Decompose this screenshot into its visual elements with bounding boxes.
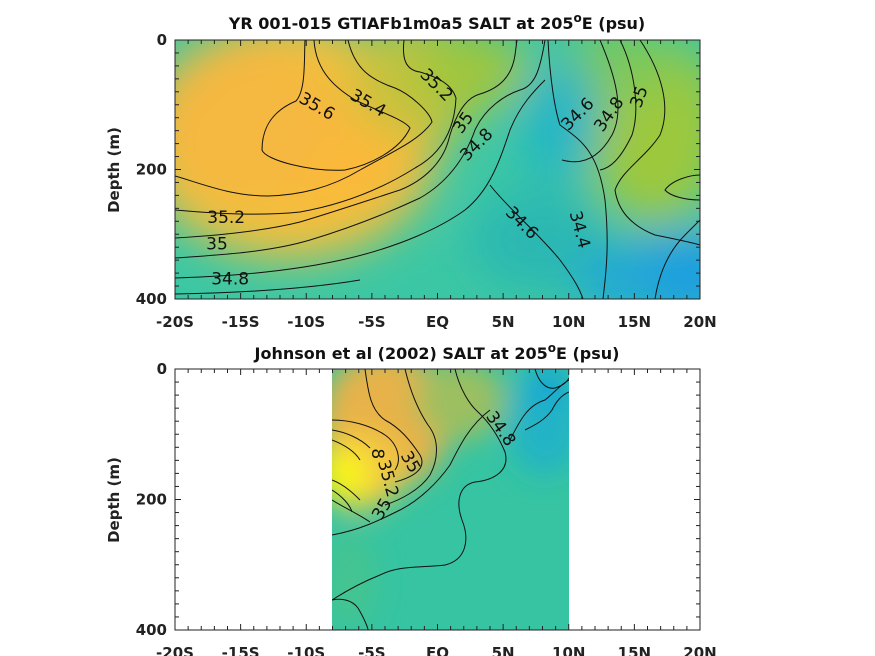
top-contour-label: 35.2	[207, 208, 245, 228]
top-x-tick-label: -20S	[156, 313, 194, 331]
bottom-y-tick-label: 0	[157, 360, 167, 378]
top-salinity-field	[175, 40, 700, 299]
top-y-tick-label: 400	[136, 290, 167, 308]
bottom-salinity-field	[332, 369, 569, 630]
top-y-tick-label: 200	[136, 161, 167, 179]
top-y-axis-label: Depth (m)	[105, 127, 123, 213]
top-x-tick-label: 10N	[552, 313, 585, 331]
bottom-x-tick-label: -10S	[287, 644, 325, 656]
bottom-x-tick-label: 10N	[552, 644, 585, 656]
bottom-y-tick-label: 200	[136, 491, 167, 509]
top-x-tick-label: 5N	[492, 313, 515, 331]
top-contour-label: 34.8	[211, 270, 249, 290]
bottom-x-tick-label: EQ	[426, 644, 449, 656]
bottom-panel: Johnson et al (2002) SALT at 205oE (psu)	[105, 341, 717, 656]
bottom-x-tick-label: 5N	[492, 644, 515, 656]
top-panel: YR 001-015 GTIAFb1m0a5 SALT at 205oE (ps…	[105, 11, 717, 331]
top-x-tick-label: -10S	[287, 313, 325, 331]
top-contour-lines	[175, 40, 700, 299]
bottom-contour-label: 8	[367, 448, 387, 459]
top-x-tick-label: -15S	[222, 313, 260, 331]
bottom-y-tick-label: 400	[136, 621, 167, 639]
bottom-title: Johnson et al (2002) SALT at 205oE (psu)	[254, 341, 620, 363]
bottom-x-tick-label: -15S	[222, 644, 260, 656]
top-x-tick-label: 15N	[618, 313, 651, 331]
bottom-x-tick-label: -20S	[156, 644, 194, 656]
bottom-x-tick-label: -5S	[358, 644, 385, 656]
top-x-ticks: -20S -15S -10S -5S EQ 5N 10N 15N 20N	[156, 40, 717, 331]
top-y-ticks: 0 200 400	[136, 31, 700, 308]
top-y-tick-label: 0	[157, 31, 167, 49]
top-title: YR 001-015 GTIAFb1m0a5 SALT at 205oE (ps…	[228, 11, 646, 33]
bottom-x-ticks: -20S -15S -10S -5S EQ 5N 10N 15N 20N	[156, 369, 717, 656]
top-x-tick-label: -5S	[358, 313, 385, 331]
top-x-tick-label: 20N	[683, 313, 716, 331]
top-contour-label: 35	[206, 235, 228, 255]
bottom-contour-lines	[332, 369, 569, 630]
top-x-tick-label: EQ	[426, 313, 449, 331]
bottom-y-axis-label: Depth (m)	[105, 457, 123, 543]
bottom-x-tick-label: 20N	[683, 644, 716, 656]
bottom-x-tick-label: 15N	[618, 644, 651, 656]
bottom-y-ticks: 0 200 400	[136, 360, 700, 639]
